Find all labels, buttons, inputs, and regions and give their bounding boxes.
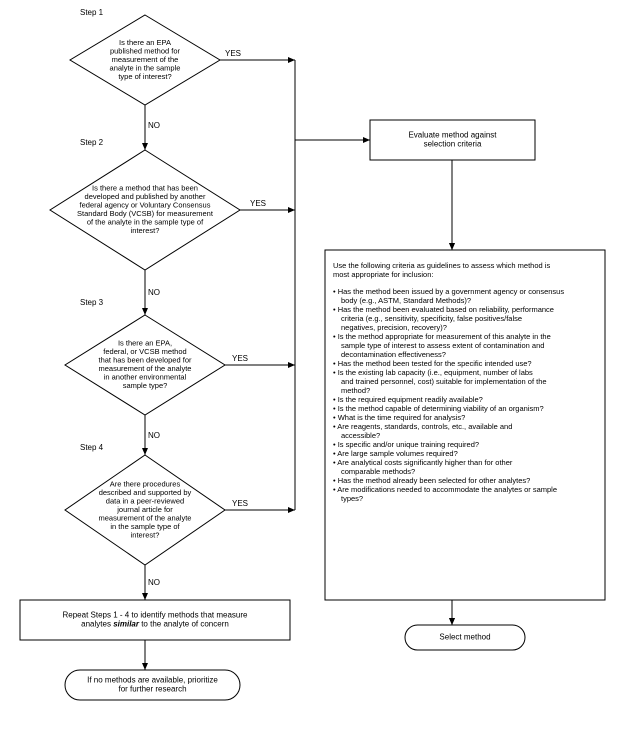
svg-text:Evaluate method against: Evaluate method against xyxy=(408,131,497,140)
svg-text:analytes similar to the analyt: analytes similar to the analyte of conce… xyxy=(81,620,229,629)
svg-text:sample type?: sample type? xyxy=(123,381,168,390)
criteria-intro: Use the following criteria as guidelines… xyxy=(333,261,550,270)
criteria-bullet: method? xyxy=(341,386,370,395)
criteria-bullet: • Are reagents, standards, controls, etc… xyxy=(333,422,512,431)
criteria-bullet: criteria (e.g., sensitivity, specificity… xyxy=(341,314,522,323)
criteria-bullet: types? xyxy=(341,494,363,503)
svg-text:interest?: interest? xyxy=(131,530,160,539)
criteria-intro: most appropriate for inclusion: xyxy=(333,270,433,279)
edge-label: YES xyxy=(225,49,241,58)
edge-label: YES xyxy=(232,354,248,363)
criteria-bullet: • Has the method already been selected f… xyxy=(333,476,530,485)
criteria-bullet: • Is the method capable of determining v… xyxy=(333,404,544,413)
criteria-bullet: • Has the method been evaluated based on… xyxy=(333,305,554,314)
edge-label: NO xyxy=(148,288,160,297)
criteria-bullet: comparable methods? xyxy=(341,467,415,476)
criteria-bullet: negatives, precision, recovery)? xyxy=(341,323,447,332)
svg-text:Select method: Select method xyxy=(439,633,490,642)
edge-label: NO xyxy=(148,121,160,130)
criteria-bullet: • What is the time required for analysis… xyxy=(333,413,465,422)
svg-text:Repeat Steps 1 - 4 to identify: Repeat Steps 1 - 4 to identify methods t… xyxy=(63,611,249,620)
criteria-bullet: • Has the method been tested for the spe… xyxy=(333,359,532,368)
criteria-bullet: decontamination effectiveness? xyxy=(341,350,446,359)
svg-text:selection criteria: selection criteria xyxy=(424,140,482,149)
step-label: Step 2 xyxy=(80,138,104,147)
edge-label: YES xyxy=(250,199,266,208)
edge-label: NO xyxy=(148,578,160,587)
criteria-bullet: • Are large sample volumes required? xyxy=(333,449,458,458)
criteria-bullet: and trained personnel, cost) suitable fo… xyxy=(341,377,547,386)
criteria-bullet: • Is the required equipment readily avai… xyxy=(333,395,483,404)
step-label: Step 4 xyxy=(80,443,104,452)
svg-text:If no methods are available, p: If no methods are available, prioritize xyxy=(87,676,218,685)
flowchart-canvas: Step 1Is there an EPApublished method fo… xyxy=(0,0,625,745)
svg-text:type of interest?: type of interest? xyxy=(118,72,171,81)
criteria-bullet: sample type of interest to assess extent… xyxy=(341,341,544,350)
edge-label: YES xyxy=(232,499,248,508)
criteria-bullet: body (e.g., ASTM, Standard Methods)? xyxy=(341,296,471,305)
criteria-bullet: • Is the method appropriate for measurem… xyxy=(333,332,551,341)
svg-text:for further research: for further research xyxy=(118,685,186,694)
edge-label: NO xyxy=(148,431,160,440)
criteria-bullet: • Are analytical costs significantly hig… xyxy=(333,458,513,467)
criteria-bullet: accessible? xyxy=(341,431,380,440)
criteria-bullet: • Has the method been issued by a govern… xyxy=(333,287,564,296)
criteria-bullet: • Are modifications needed to accommodat… xyxy=(333,485,557,494)
criteria-bullet: • Is the existing lab capacity (i.e., eq… xyxy=(333,368,533,377)
step-label: Step 1 xyxy=(80,8,104,17)
svg-text:interest?: interest? xyxy=(131,226,160,235)
criteria-bullet: • Is specific and/or unique training req… xyxy=(333,440,479,449)
step-label: Step 3 xyxy=(80,298,104,307)
